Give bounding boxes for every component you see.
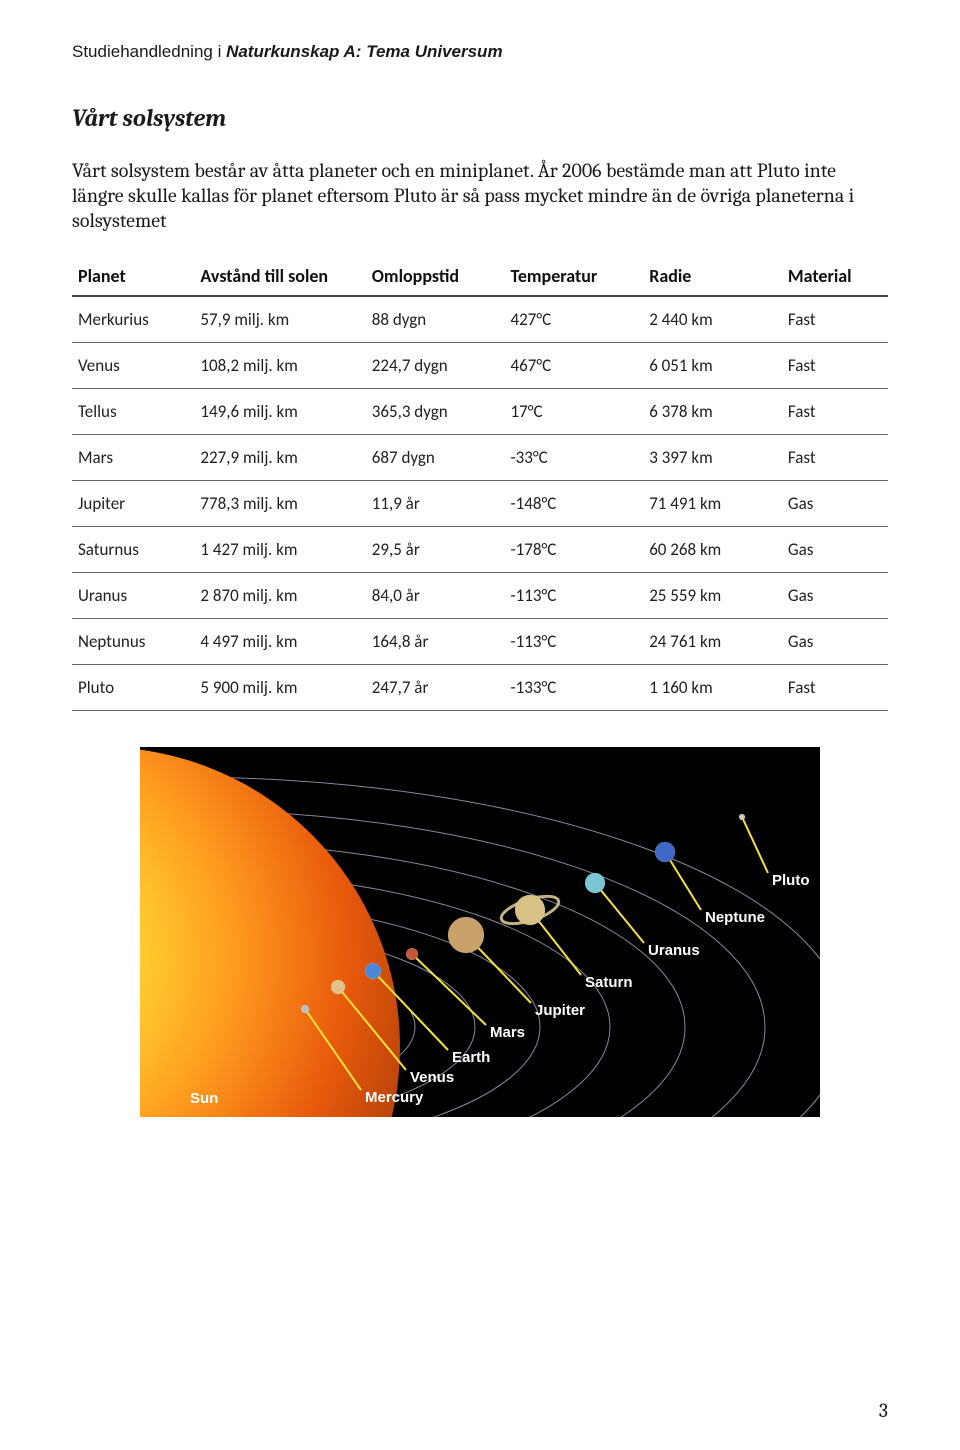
table-cell: 3 397 km — [643, 435, 782, 481]
section-title: Vårt solsystem — [72, 104, 888, 132]
solar-system-svg: Mercury Venus EarthMars JupiterSaturn Uranus… — [140, 747, 820, 1117]
table-cell: 17°C — [504, 389, 643, 435]
table-cell: Uranus — [72, 573, 194, 619]
table-cell: Fast — [782, 389, 888, 435]
table-cell: 84,0 år — [366, 573, 505, 619]
table-cell: 71 491 km — [643, 481, 782, 527]
table-cell: 57,9 milj. km — [194, 296, 365, 343]
table-cell: -113°C — [504, 619, 643, 665]
table-cell: 4 497 milj. km — [194, 619, 365, 665]
svg-text:Mars: Mars — [490, 1024, 525, 1041]
header-prefix: Studiehandledning i — [72, 42, 226, 61]
table-header-cell: Omloppstid — [366, 257, 505, 296]
table-header-cell: Material — [782, 257, 888, 296]
table-cell: 6 051 km — [643, 343, 782, 389]
table-cell: 149,6 milj. km — [194, 389, 365, 435]
table-row: Neptunus4 497 milj. km164,8 år-113°C24 7… — [72, 619, 888, 665]
table-cell: Gas — [782, 573, 888, 619]
table-row: Jupiter778,3 milj. km11,9 år-148°C71 491… — [72, 481, 888, 527]
svg-text:Jupiter: Jupiter — [535, 1002, 585, 1019]
table-cell: 224,7 dygn — [366, 343, 505, 389]
solar-system-diagram: Mercury Venus EarthMars JupiterSaturn Uranus… — [140, 747, 820, 1121]
table-cell: Saturnus — [72, 527, 194, 573]
table-row: Tellus149,6 milj. km365,3 dygn17°C6 378 … — [72, 389, 888, 435]
table-header-cell: Avstånd till solen — [194, 257, 365, 296]
table-row: Pluto5 900 milj. km247,7 år-133°C1 160 k… — [72, 665, 888, 711]
table-cell: 88 dygn — [366, 296, 505, 343]
table-cell: 6 378 km — [643, 389, 782, 435]
svg-text:Uranus: Uranus — [648, 942, 700, 959]
table-cell: 108,2 milj. km — [194, 343, 365, 389]
table-cell: 2 870 milj. km — [194, 573, 365, 619]
table-cell: Fast — [782, 665, 888, 711]
table-row: Saturnus1 427 milj. km29,5 år-178°C60 26… — [72, 527, 888, 573]
table-cell: Gas — [782, 481, 888, 527]
table-head: PlanetAvstånd till solenOmloppstidTemper… — [72, 257, 888, 296]
table-row: Uranus2 870 milj. km84,0 år-113°C25 559 … — [72, 573, 888, 619]
svg-text:Pluto: Pluto — [772, 872, 810, 889]
table-cell: Pluto — [72, 665, 194, 711]
table-cell: Fast — [782, 435, 888, 481]
table-cell: 1 160 km — [643, 665, 782, 711]
table-cell: 227,9 milj. km — [194, 435, 365, 481]
table-cell: 247,7 år — [366, 665, 505, 711]
table-cell: 365,3 dygn — [366, 389, 505, 435]
table-cell: 778,3 milj. km — [194, 481, 365, 527]
table-cell: Merkurius — [72, 296, 194, 343]
table-cell: Neptunus — [72, 619, 194, 665]
table-cell: 60 268 km — [643, 527, 782, 573]
table-cell: 467°C — [504, 343, 643, 389]
table-cell: Jupiter — [72, 481, 194, 527]
svg-text:Venus: Venus — [410, 1069, 454, 1086]
svg-text:Mercury: Mercury — [365, 1089, 424, 1106]
table-row: Mars227,9 milj. km687 dygn-33°C3 397 kmF… — [72, 435, 888, 481]
header-suffix: Naturkunskap A: Tema Universum — [226, 42, 502, 61]
table-cell: -113°C — [504, 573, 643, 619]
table-cell: 11,9 år — [366, 481, 505, 527]
table-cell: 1 427 milj. km — [194, 527, 365, 573]
table-cell: -133°C — [504, 665, 643, 711]
planet-table: PlanetAvstånd till solenOmloppstidTemper… — [72, 257, 888, 711]
table-header-cell: Radie — [643, 257, 782, 296]
table-cell: Fast — [782, 296, 888, 343]
svg-text:Earth: Earth — [452, 1049, 490, 1066]
table-cell: -148°C — [504, 481, 643, 527]
table-header-row: PlanetAvstånd till solenOmloppstidTemper… — [72, 257, 888, 296]
svg-text:Saturn: Saturn — [585, 974, 633, 991]
table-cell: Mars — [72, 435, 194, 481]
table-cell: 2 440 km — [643, 296, 782, 343]
table-cell: 29,5 år — [366, 527, 505, 573]
table-cell: 25 559 km — [643, 573, 782, 619]
table-cell: 5 900 milj. km — [194, 665, 365, 711]
table-cell: Tellus — [72, 389, 194, 435]
table-cell: 164,8 år — [366, 619, 505, 665]
table-cell: 427°C — [504, 296, 643, 343]
table-cell: -33°C — [504, 435, 643, 481]
table-cell: Venus — [72, 343, 194, 389]
page-number: 3 — [879, 1399, 888, 1422]
table-row: Venus108,2 milj. km224,7 dygn467°C6 051 … — [72, 343, 888, 389]
table-cell: 24 761 km — [643, 619, 782, 665]
table-body: Merkurius57,9 milj. km88 dygn427°C2 440 … — [72, 296, 888, 711]
table-header-cell: Temperatur — [504, 257, 643, 296]
table-cell: Gas — [782, 527, 888, 573]
table-cell: Fast — [782, 343, 888, 389]
table-cell: 687 dygn — [366, 435, 505, 481]
svg-text:Sun: Sun — [190, 1090, 218, 1107]
table-header-cell: Planet — [72, 257, 194, 296]
table-cell: Gas — [782, 619, 888, 665]
table-cell: -178°C — [504, 527, 643, 573]
table-row: Merkurius57,9 milj. km88 dygn427°C2 440 … — [72, 296, 888, 343]
page-header: Studiehandledning i Naturkunskap A: Tema… — [72, 42, 888, 62]
intro-paragraph: Vårt solsystem består av åtta planeter o… — [72, 158, 872, 233]
svg-text:Neptune: Neptune — [705, 909, 765, 926]
